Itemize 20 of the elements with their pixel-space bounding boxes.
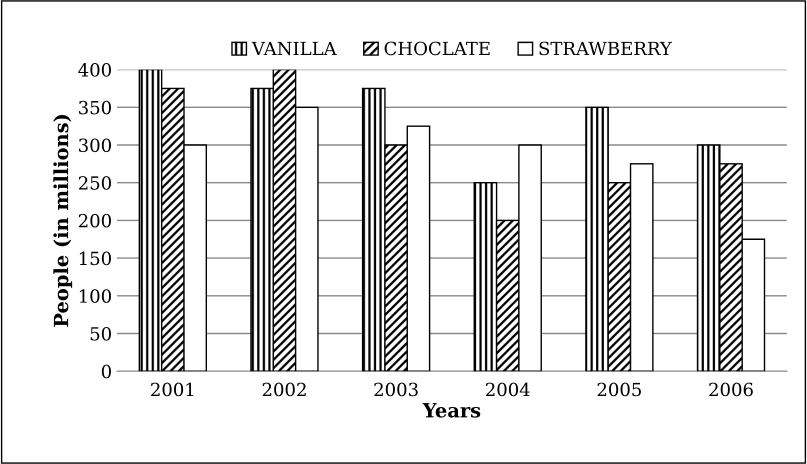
y-tick-label: 0 xyxy=(102,364,111,378)
x-tick-label: 2001 xyxy=(151,382,194,396)
y-tick-label: 100 xyxy=(80,289,111,303)
y-tick-label: 250 xyxy=(78,176,111,190)
y-tick-label: 350 xyxy=(79,100,111,114)
x-tick-label: 2002 xyxy=(262,382,306,396)
legend-label: STRAWBERRY xyxy=(540,42,672,56)
x-tick-label: 2004 xyxy=(486,382,530,396)
x-axis-title: Years xyxy=(422,403,480,418)
y-tick-label: 200 xyxy=(78,214,111,228)
y-axis-title: People (in millions) xyxy=(53,115,72,327)
x-tick-label: 2006 xyxy=(709,382,753,396)
y-tick-label: 400 xyxy=(78,63,111,77)
x-tick-label: 2003 xyxy=(374,382,418,396)
y-tick-label: 150 xyxy=(80,252,111,266)
legend-label: CHOCLATE xyxy=(384,42,490,56)
y-tick-label: 50 xyxy=(90,326,111,341)
x-tick-label: 2005 xyxy=(598,382,641,396)
legend-label: VANILLA xyxy=(252,42,337,56)
y-tick-label: 300 xyxy=(79,138,111,152)
